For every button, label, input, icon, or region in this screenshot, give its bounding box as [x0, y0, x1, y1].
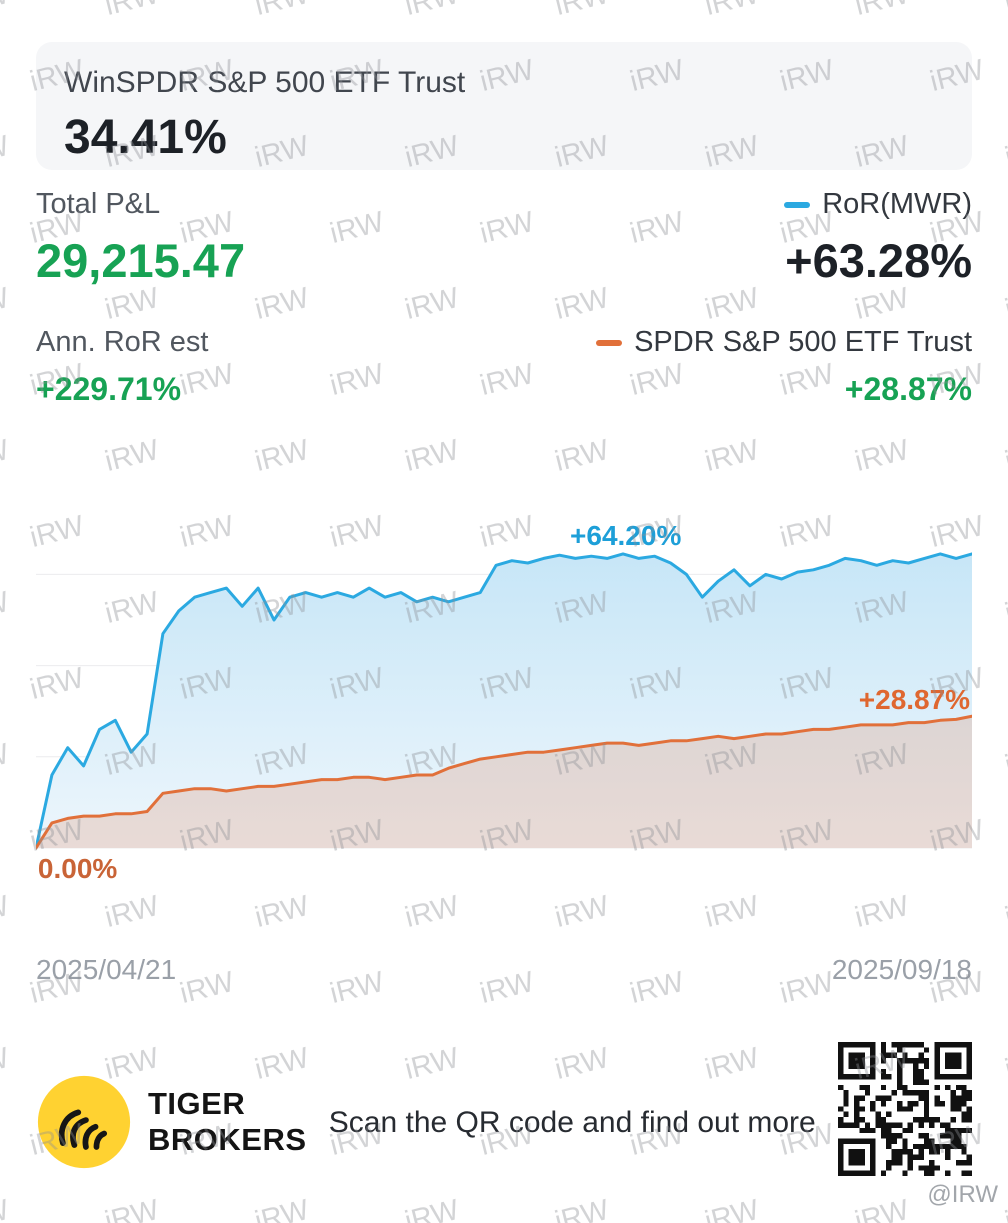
benchmark-line	[36, 714, 972, 850]
watermark-text: iRW	[701, 0, 763, 23]
x-axis-end-date: 2025/09/18	[831, 954, 972, 985]
stats-row-1: Total P&L 29,215.47 RoR(MWR) +63.28%	[36, 188, 972, 288]
ror-mwr-line	[36, 552, 972, 850]
watermark-text: iRW	[1001, 737, 1008, 783]
benchmark-legend: SPDR S&P 500 ETF Trust	[596, 326, 972, 359]
watermark-text: iRW	[0, 129, 13, 175]
outperformance-value: 34.41%	[64, 111, 227, 164]
performance-chart-svg: +64.20% +28.87% 0.00%	[36, 520, 972, 884]
watermark-text: iRW	[401, 0, 463, 23]
watermark-text: iRW	[0, 585, 13, 631]
portfolio-title: WinSPDR S&P 500 ETF Trust	[64, 66, 466, 99]
watermark-text: iRW	[1001, 585, 1008, 631]
watermark-handle: @IRW	[927, 1181, 998, 1208]
watermark-text: iRW	[1001, 433, 1008, 479]
watermark-text: iRW	[1001, 889, 1008, 935]
ann-ror-label: Ann. RoR est	[36, 326, 209, 358]
x-axis-labels: 2025/04/21 2025/09/18	[36, 954, 972, 986]
ann-ror-stat: Ann. RoR est +229.71%	[36, 326, 208, 408]
watermark-text: iRW	[0, 433, 13, 479]
stats-section: Total P&L 29,215.47 RoR(MWR) +63.28% Ann…	[36, 188, 972, 408]
watermark-text: iRW	[0, 889, 13, 935]
performance-chart: +64.20% +28.87% 0.00% 2025/04/21 2025/09/1…	[36, 462, 972, 986]
x-axis-start-date: 2025/04/21	[36, 954, 177, 985]
qr-code-svg	[838, 1042, 972, 1176]
benchmark-area	[36, 716, 972, 848]
watermark-text: iRW	[551, 0, 613, 23]
total-pnl-label: Total P&L	[36, 188, 161, 220]
watermark-text: iRW	[851, 0, 913, 23]
benchmark-value: +28.87%	[844, 371, 972, 407]
watermark-text: iRW	[1001, 1041, 1008, 1087]
watermark-text: iRW	[1001, 129, 1008, 175]
watermark-text: iRW	[0, 737, 13, 783]
ror-mwr-label: RoR(MWR)	[822, 188, 972, 220]
ror-legend-dash-icon	[784, 201, 811, 208]
qr-code	[838, 1042, 972, 1176]
benchmark-stat: SPDR S&P 500 ETF Trust +28.87%	[596, 326, 972, 408]
brand-line-2: BROKERS	[148, 1121, 307, 1157]
brand-name: TIGER BROKERS	[148, 1086, 307, 1200]
chart-annotation: +28.87%	[859, 684, 970, 715]
watermark-text: iRW	[101, 0, 163, 23]
chart-annotation: +64.20%	[570, 520, 681, 551]
watermark-text: iRW	[0, 1041, 13, 1087]
watermark-text: iRW	[0, 281, 13, 327]
ror-mwr-legend: RoR(MWR)	[784, 188, 972, 221]
watermark-text: iRW	[1001, 1193, 1008, 1223]
watermark-text: iRW	[1001, 0, 1008, 23]
total-pnl-stat: Total P&L 29,215.47	[36, 188, 245, 288]
ror-mwr-stat: RoR(MWR) +63.28%	[784, 188, 972, 288]
stats-row-2: Ann. RoR est +229.71% SPDR S&P 500 ETF T…	[36, 326, 972, 408]
tiger-logo-icon	[36, 1074, 132, 1200]
brand-line-1: TIGER	[148, 1086, 246, 1121]
chart-annotation: 0.00%	[38, 853, 117, 884]
benchmark-legend-dash-icon	[596, 339, 623, 346]
ann-ror-value: +229.71%	[36, 371, 182, 407]
total-pnl-value: 29,215.47	[36, 234, 246, 287]
benchmark-label: SPDR S&P 500 ETF Trust	[634, 326, 972, 358]
ror-mwr-area	[36, 553, 972, 848]
qr-cta-text: Scan the QR code and find out more	[328, 1106, 816, 1139]
watermark-text: iRW	[1001, 281, 1008, 327]
title-card: WinSPDR S&P 500 ETF Trust 34.41%	[36, 42, 972, 170]
ror-mwr-value: +63.28%	[785, 234, 972, 287]
watermark-text: iRW	[0, 0, 13, 23]
watermark-text: iRW	[251, 0, 313, 23]
watermark-text: iRW	[0, 1193, 13, 1223]
footer: TIGER BROKERS Scan the QR code and find …	[36, 1040, 972, 1200]
